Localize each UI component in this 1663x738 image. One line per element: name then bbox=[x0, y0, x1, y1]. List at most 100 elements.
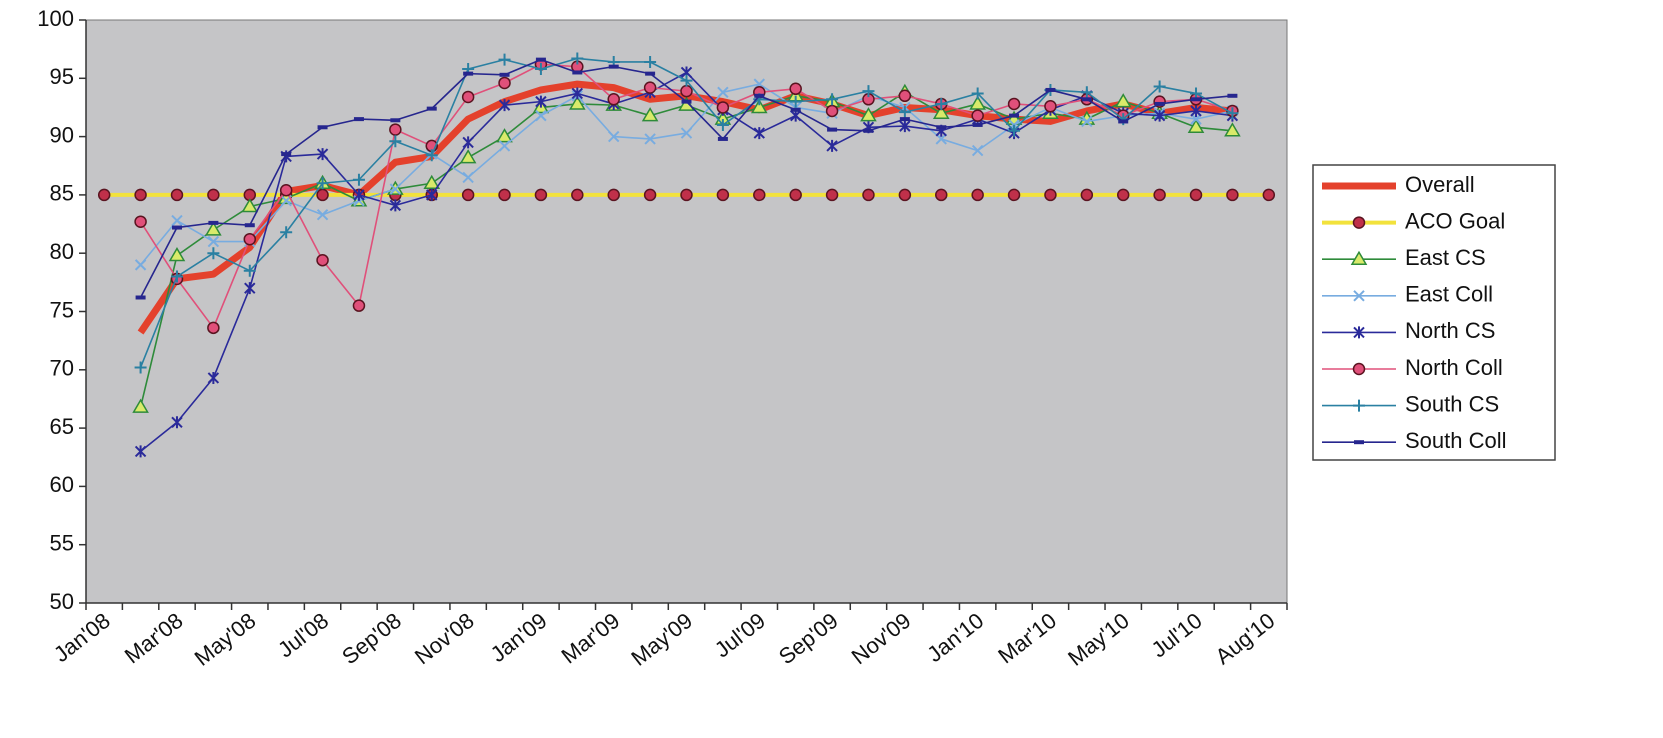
point bbox=[898, 89, 912, 103]
legend-label: Overall bbox=[1405, 172, 1475, 197]
point bbox=[134, 215, 147, 228]
point bbox=[716, 188, 730, 202]
point bbox=[898, 106, 911, 119]
point bbox=[170, 188, 184, 202]
x-tick-label: Jan'08 bbox=[49, 608, 115, 667]
point bbox=[170, 270, 183, 283]
point bbox=[862, 85, 875, 98]
point bbox=[571, 52, 584, 65]
y-tick-label: 75 bbox=[50, 297, 74, 322]
point bbox=[498, 76, 511, 90]
point bbox=[243, 232, 257, 246]
x-tick-label: Jul'09 bbox=[710, 608, 770, 663]
point bbox=[1262, 188, 1276, 202]
point bbox=[280, 226, 293, 239]
point bbox=[241, 198, 259, 213]
point bbox=[244, 282, 256, 295]
x-tick-label: Nov'09 bbox=[847, 608, 916, 669]
legend-marker bbox=[1353, 290, 1365, 302]
point bbox=[971, 109, 984, 122]
point bbox=[426, 188, 438, 201]
point bbox=[644, 55, 657, 68]
point bbox=[534, 62, 547, 75]
y-tick-label: 50 bbox=[50, 589, 74, 614]
point bbox=[717, 86, 729, 98]
point bbox=[825, 104, 839, 118]
point bbox=[826, 139, 838, 152]
legend-marker bbox=[1353, 326, 1365, 339]
x-tick-label: Aug'10 bbox=[1211, 608, 1280, 669]
point bbox=[680, 84, 693, 98]
legend-label: South Coll bbox=[1405, 428, 1507, 453]
point bbox=[168, 247, 186, 262]
y-tick-label: 95 bbox=[50, 64, 74, 89]
x-tick-label: Mar'09 bbox=[557, 608, 625, 669]
point bbox=[1224, 122, 1241, 137]
x-tick-label: May'10 bbox=[1063, 608, 1134, 671]
y-tick-label: 85 bbox=[50, 181, 74, 206]
point bbox=[571, 188, 584, 202]
point bbox=[316, 148, 329, 161]
x-tick-label: May'08 bbox=[190, 608, 261, 671]
point bbox=[969, 95, 986, 110]
point bbox=[643, 188, 657, 202]
point bbox=[207, 321, 220, 335]
point bbox=[352, 173, 365, 186]
point bbox=[423, 174, 441, 189]
point bbox=[134, 259, 147, 271]
point bbox=[535, 95, 547, 108]
point bbox=[462, 171, 474, 184]
point bbox=[935, 97, 948, 110]
point bbox=[1007, 97, 1021, 111]
point bbox=[789, 188, 802, 202]
point bbox=[1080, 86, 1093, 99]
point bbox=[207, 247, 220, 260]
legend-marker bbox=[1353, 399, 1365, 412]
x-tick-label: Jan'09 bbox=[486, 608, 552, 667]
point bbox=[352, 299, 366, 312]
point bbox=[1153, 109, 1166, 122]
point bbox=[935, 133, 947, 145]
legend-label: North Coll bbox=[1405, 355, 1503, 380]
point bbox=[132, 398, 149, 413]
point bbox=[389, 199, 402, 212]
x-tick-label: Jul'08 bbox=[273, 608, 333, 663]
y-tick-label: 90 bbox=[50, 122, 74, 147]
point bbox=[1189, 188, 1203, 202]
point bbox=[1080, 188, 1094, 202]
point bbox=[789, 82, 802, 96]
y-tick-label: 60 bbox=[50, 472, 74, 497]
point bbox=[207, 235, 220, 248]
point bbox=[1187, 118, 1205, 134]
y-tick-label: 80 bbox=[50, 239, 74, 264]
point bbox=[641, 107, 659, 122]
point bbox=[1226, 188, 1239, 202]
point bbox=[207, 188, 220, 202]
point bbox=[459, 149, 477, 164]
point bbox=[753, 127, 765, 140]
legend-marker bbox=[1352, 216, 1366, 229]
point bbox=[1190, 104, 1202, 117]
point bbox=[716, 118, 729, 131]
legend-marker bbox=[1352, 362, 1366, 376]
point bbox=[569, 95, 586, 110]
point bbox=[826, 93, 839, 106]
point bbox=[134, 445, 147, 458]
point bbox=[205, 221, 222, 236]
point bbox=[607, 93, 620, 106]
point bbox=[316, 209, 329, 221]
legend-label: North CS bbox=[1405, 318, 1495, 343]
y-tick-label: 70 bbox=[50, 356, 74, 381]
point bbox=[935, 188, 948, 202]
point bbox=[243, 264, 256, 277]
x-tick-label: Jul'10 bbox=[1147, 608, 1207, 663]
point bbox=[1008, 124, 1021, 137]
point bbox=[1114, 93, 1132, 108]
point bbox=[862, 188, 875, 202]
point bbox=[1007, 188, 1021, 202]
x-tick-label: Mar'08 bbox=[120, 608, 188, 669]
point bbox=[1153, 188, 1166, 202]
point bbox=[860, 107, 877, 122]
point bbox=[1081, 115, 1093, 128]
